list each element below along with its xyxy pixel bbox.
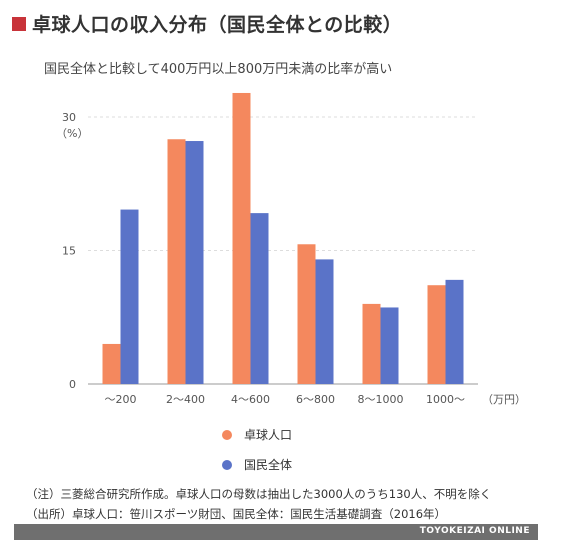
legend: 卓球人口 国民全体 [222, 426, 292, 486]
x-tick-label: 1000〜 [426, 393, 465, 406]
note-line: （注）三菱総合研究所作成。卓球人口の母数は抽出した3000人のうち130人、不明… [26, 487, 492, 501]
publisher-brand: TOYOKEIZAI ONLINE [419, 526, 530, 536]
y-tick-label: 0 [69, 378, 76, 391]
bar [427, 285, 446, 384]
x-tick-label: 〜200 [105, 393, 137, 406]
bar [362, 303, 381, 384]
bar [185, 141, 204, 384]
y-unit-label: （%） [56, 127, 88, 140]
footer-bar: TOYOKEIZAI ONLINE [14, 524, 538, 540]
x-tick-label: 2〜400 [166, 393, 205, 406]
x-tick-label: 6〜800 [296, 393, 335, 406]
title-row: 卓球人口の収入分布（国民全体との比較） [12, 10, 402, 37]
legend-label: 国民全体 [244, 458, 293, 472]
bar [445, 279, 464, 384]
x-tick-label: 4〜600 [231, 393, 270, 406]
x-unit-label: （万円） [482, 393, 526, 406]
title-marker [12, 16, 26, 31]
y-tick-label: 30 [62, 111, 76, 124]
legend-label: 卓球人口 [244, 428, 293, 442]
bar [380, 307, 399, 384]
bar [120, 209, 139, 384]
bar [232, 92, 251, 384]
legend-item: 国民全体 [222, 456, 292, 473]
bar [167, 139, 186, 384]
bar [297, 244, 316, 384]
bar [102, 343, 121, 384]
legend-swatch [222, 429, 232, 440]
legend-item: 卓球人口 [222, 426, 292, 443]
chart-title: 卓球人口の収入分布（国民全体との比較） [32, 14, 403, 36]
bar [315, 259, 334, 384]
source-line: （出所）卓球人口：笹川スポーツ財団、国民全体：国民生活基礎調査（2016年） [26, 507, 447, 521]
y-tick-label: 15 [62, 245, 76, 258]
chart-subtitle: 国民全体と比較して400万円以上800万円未満の比率が高い [44, 62, 393, 77]
x-tick-label: 8〜1000 [358, 393, 404, 406]
legend-swatch [222, 459, 232, 470]
chart-card [8, 6, 546, 538]
bar [250, 213, 269, 384]
notes: （注）三菱総合研究所作成。卓球人口の母数は抽出した3000人のうち130人、不明… [26, 484, 491, 524]
